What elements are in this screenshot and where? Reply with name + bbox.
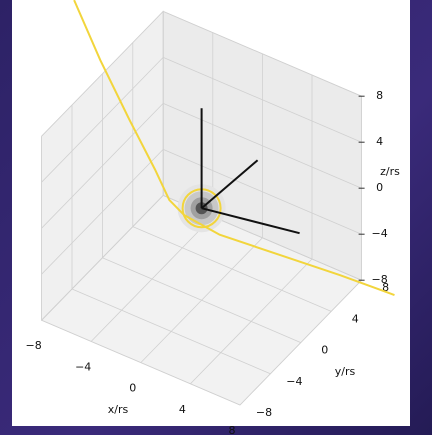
y-tick-label: 0 <box>321 344 328 357</box>
y-tick-label: 8 <box>382 281 389 294</box>
x-tick-label: −4 <box>75 360 91 373</box>
z-tick-label: 0 <box>376 181 383 194</box>
trajectory <box>73 0 395 296</box>
z-tick-label: −8 <box>371 273 387 286</box>
grid-line <box>163 103 362 189</box>
x-tick-label: 4 <box>179 403 186 416</box>
spin-axis <box>200 159 259 209</box>
grid-line <box>132 226 332 312</box>
y-tick-label: 4 <box>352 312 359 325</box>
z-tick-label: −4 <box>371 227 387 240</box>
grid-line <box>41 319 241 406</box>
z-axis-label: z/rs <box>380 165 400 178</box>
grid-line <box>163 149 362 235</box>
z-tick-label: 8 <box>376 89 383 102</box>
y-axis-label: y/rs <box>335 365 356 378</box>
x-tick-label: 8 <box>229 424 236 435</box>
y-tick-label: −4 <box>286 375 302 388</box>
y-tick-label: −8 <box>256 406 272 419</box>
x-axis-label: x/rs <box>108 403 129 416</box>
x-tick-label: −8 <box>25 339 41 352</box>
grid-line <box>71 288 271 375</box>
grid-line <box>163 11 362 97</box>
grid-line <box>41 57 164 183</box>
x-tick-label: 0 <box>129 382 136 395</box>
grid-line <box>41 149 164 275</box>
z-tick-label: 4 <box>376 135 383 148</box>
panes <box>40 10 363 406</box>
grid-line <box>41 11 164 137</box>
grid-line <box>163 57 362 143</box>
grid-line <box>102 257 301 343</box>
spin-axis <box>201 207 300 235</box>
grid-line <box>41 103 164 229</box>
grid-line <box>41 195 164 321</box>
